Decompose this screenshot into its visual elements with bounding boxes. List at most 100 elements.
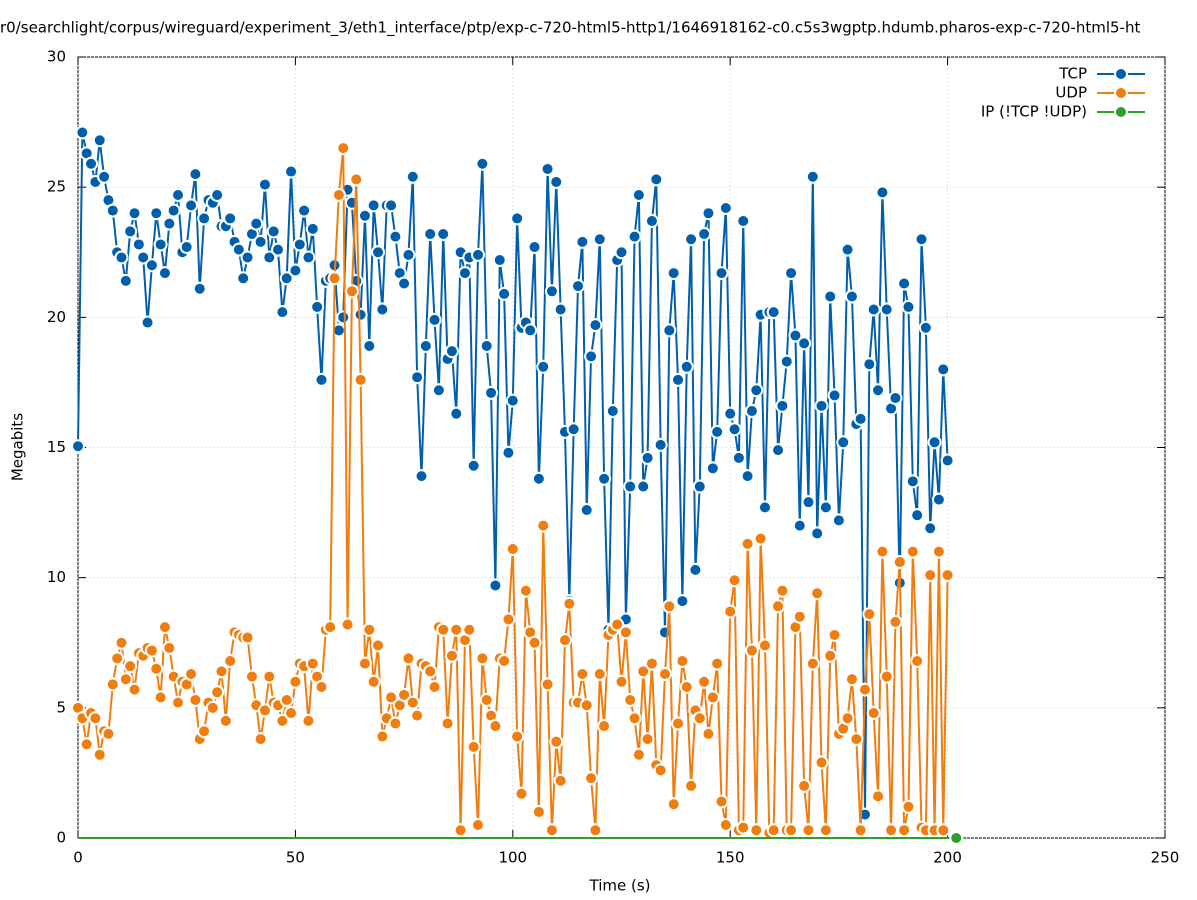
x-axis-label: Time (s) xyxy=(589,877,651,895)
data-point xyxy=(514,786,529,801)
data-point xyxy=(792,609,807,624)
data-point xyxy=(631,747,646,762)
data-point xyxy=(579,502,594,517)
data-point xyxy=(305,656,320,671)
data-point xyxy=(536,359,551,374)
data-point xyxy=(484,385,499,400)
data-point xyxy=(275,305,290,320)
data-point xyxy=(757,638,772,653)
data-point xyxy=(849,732,864,747)
data-point xyxy=(801,495,816,510)
data-point xyxy=(466,458,481,473)
data-point xyxy=(844,672,859,687)
data-point xyxy=(118,273,133,288)
data-point xyxy=(640,450,655,465)
y-tick-label: 0 xyxy=(56,829,66,847)
data-point xyxy=(171,187,186,202)
data-point xyxy=(936,362,951,377)
data-point xyxy=(444,344,459,359)
data-point xyxy=(405,169,420,184)
data-point xyxy=(684,778,699,793)
legend-marker xyxy=(1114,86,1128,100)
data-point xyxy=(623,693,638,708)
data-point xyxy=(479,338,494,353)
data-point xyxy=(405,695,420,710)
data-point xyxy=(144,643,159,658)
data-point xyxy=(327,271,342,286)
data-point xyxy=(818,500,833,515)
data-point xyxy=(223,211,238,226)
data-point xyxy=(662,323,677,338)
data-point xyxy=(253,732,268,747)
data-point xyxy=(375,729,390,744)
data-point xyxy=(171,695,186,710)
data-point xyxy=(623,479,638,494)
data-point xyxy=(323,620,338,635)
data-point xyxy=(353,372,368,387)
data-point xyxy=(679,359,694,374)
data-point xyxy=(127,206,142,221)
data-point xyxy=(918,320,933,335)
data-point xyxy=(901,299,916,314)
data-point xyxy=(897,276,912,291)
data-point xyxy=(653,763,668,778)
data-point xyxy=(188,693,203,708)
data-point xyxy=(105,677,120,692)
data-point xyxy=(149,206,164,221)
data-point xyxy=(688,562,703,577)
data-point xyxy=(292,237,307,252)
data-point xyxy=(527,635,542,650)
data-point xyxy=(501,445,516,460)
data-point xyxy=(414,469,429,484)
data-point xyxy=(579,698,594,713)
data-point xyxy=(340,617,355,632)
data-point xyxy=(757,500,772,515)
data-point xyxy=(218,713,233,728)
data-point xyxy=(692,711,707,726)
data-point xyxy=(784,823,799,838)
data-point xyxy=(549,734,564,749)
data-point xyxy=(692,479,707,494)
data-point xyxy=(453,823,468,838)
data-point xyxy=(240,250,255,265)
data-point xyxy=(288,674,303,689)
data-point xyxy=(810,526,825,541)
data-point xyxy=(910,508,925,523)
data-point xyxy=(192,281,207,296)
data-point xyxy=(927,435,942,450)
data-point xyxy=(197,724,212,739)
data-point xyxy=(588,823,603,838)
data-point xyxy=(814,755,829,770)
data-point xyxy=(588,318,603,333)
data-point xyxy=(471,817,486,832)
data-point xyxy=(784,266,799,281)
data-point xyxy=(666,266,681,281)
data-point xyxy=(436,227,451,242)
data-point xyxy=(284,706,299,721)
data-point xyxy=(840,711,855,726)
data-point xyxy=(714,794,729,809)
data-point xyxy=(131,237,146,252)
data-point xyxy=(875,544,890,559)
data-point xyxy=(640,732,655,747)
data-point xyxy=(210,685,225,700)
data-point xyxy=(931,544,946,559)
data-point xyxy=(531,471,546,486)
data-point xyxy=(888,614,903,629)
data-point xyxy=(705,690,720,705)
data-point xyxy=(471,247,486,262)
data-point xyxy=(223,653,238,668)
data-point xyxy=(75,125,90,140)
data-point xyxy=(940,568,955,583)
data-point xyxy=(614,674,629,689)
data-point xyxy=(866,706,881,721)
data-point xyxy=(123,659,138,674)
data-point xyxy=(805,656,820,671)
y-tick-label: 25 xyxy=(47,178,66,196)
data-point xyxy=(210,187,225,202)
data-point xyxy=(914,232,929,247)
data-point xyxy=(679,680,694,695)
data-point xyxy=(197,211,212,226)
data-point xyxy=(744,643,759,658)
